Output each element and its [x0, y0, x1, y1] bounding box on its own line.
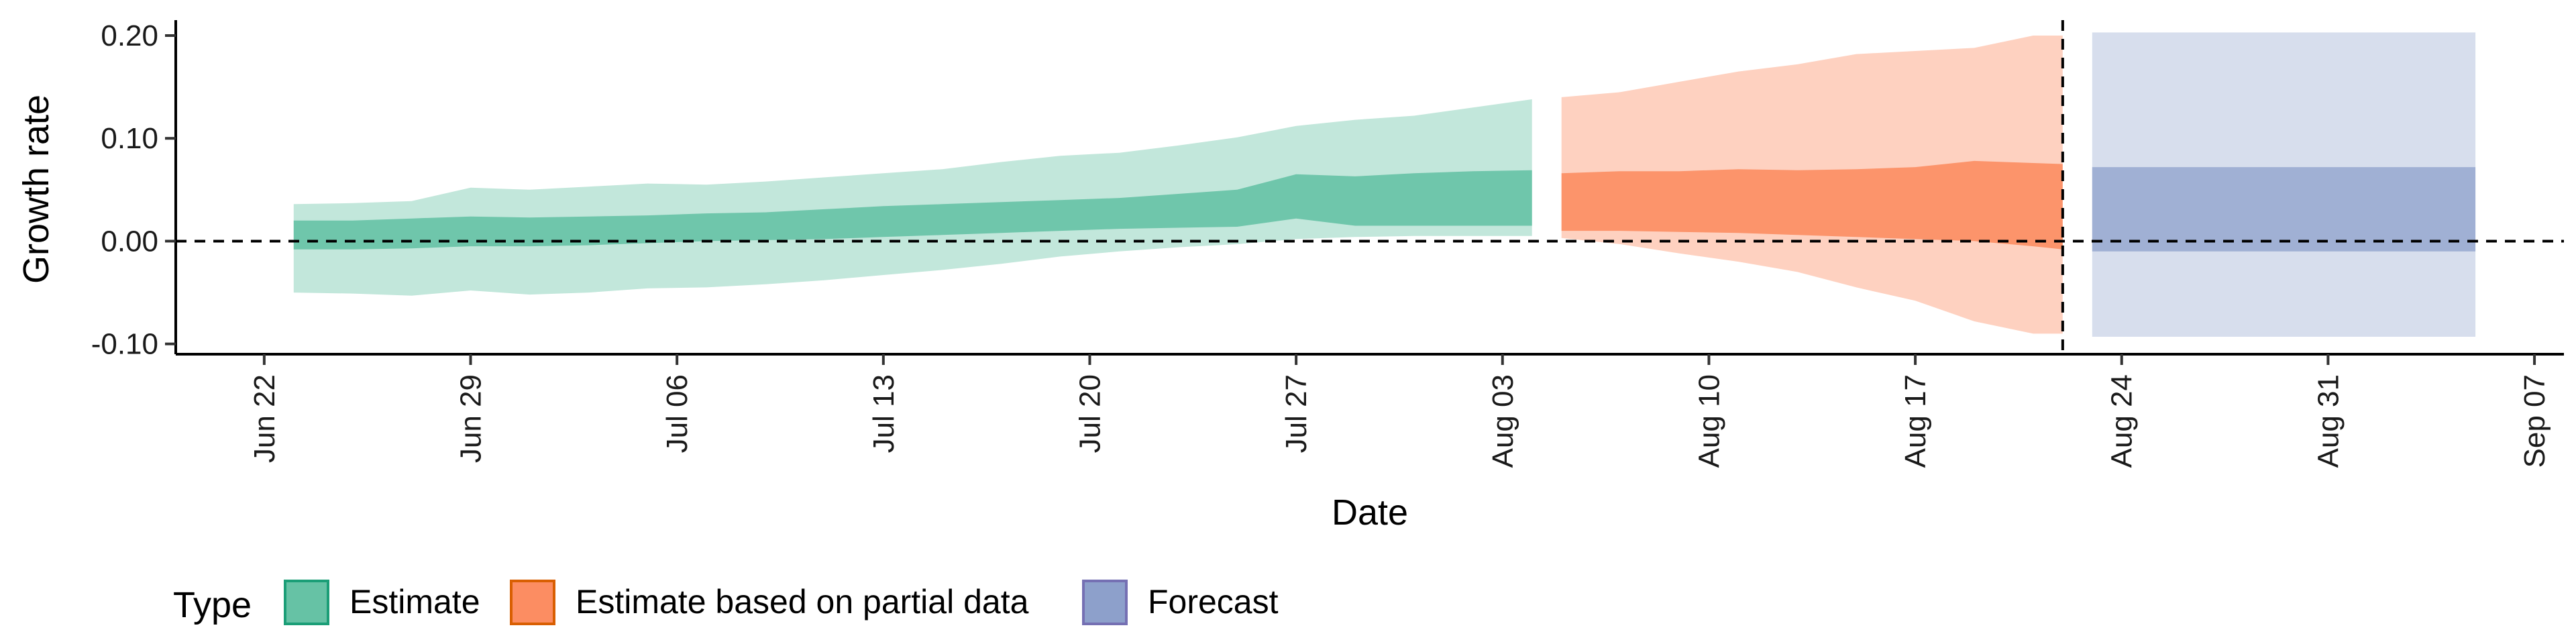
x-axis-title: Date	[1332, 492, 1408, 533]
reference-lines	[176, 20, 2564, 354]
legend-label: Estimate	[350, 583, 480, 621]
legend-key	[1082, 580, 1128, 625]
x-tick-label: Jul 13	[867, 374, 900, 453]
legend-label: Forecast	[1148, 583, 1279, 621]
y-ticks: -0.10 0.00 0.10 0.20	[91, 19, 176, 361]
x-tick-label: Aug 31	[2312, 374, 2345, 468]
x-tick-label: Jul 20	[1073, 374, 1106, 453]
band-50-estimate	[293, 170, 1532, 250]
band-50-forecast	[2092, 167, 2476, 252]
x-tick-label: Jun 22	[248, 374, 281, 463]
band-50-estimate-based-on-partial-data	[1561, 160, 2063, 250]
ribbon-layer	[293, 32, 2476, 337]
legend: Type Estimate Estimate based on partial d…	[173, 580, 1279, 625]
y-tick-label: -0.10	[91, 328, 158, 361]
x-tick-label: Aug 03	[1487, 374, 1519, 468]
y-axis-title: Growth rate	[16, 95, 56, 284]
band-90-estimate	[293, 99, 1532, 296]
y-tick-label: 0.00	[101, 225, 158, 258]
x-tick-label: Aug 10	[1693, 374, 1725, 468]
legend-key	[284, 580, 329, 625]
x-tick-label: Jun 29	[455, 374, 488, 463]
legend-key	[510, 580, 555, 625]
x-tick-label: Jul 27	[1280, 374, 1313, 453]
axes	[174, 20, 2564, 356]
x-ticks: Jun 22 Jun 29 Jul 06 Jul 13 Jul 20 Jul 27 Aug …	[248, 354, 2551, 468]
legend-label: Estimate based on partial data	[576, 583, 1029, 621]
legend-title: Type	[173, 585, 252, 625]
x-tick-label: Aug 24	[2106, 374, 2139, 468]
x-tick-label: Sep 07	[2518, 374, 2551, 468]
y-tick-label: 0.10	[101, 122, 158, 155]
x-tick-label: Jul 06	[661, 374, 694, 453]
y-tick-label: 0.20	[101, 19, 158, 52]
x-tick-label: Aug 17	[1899, 374, 1932, 468]
